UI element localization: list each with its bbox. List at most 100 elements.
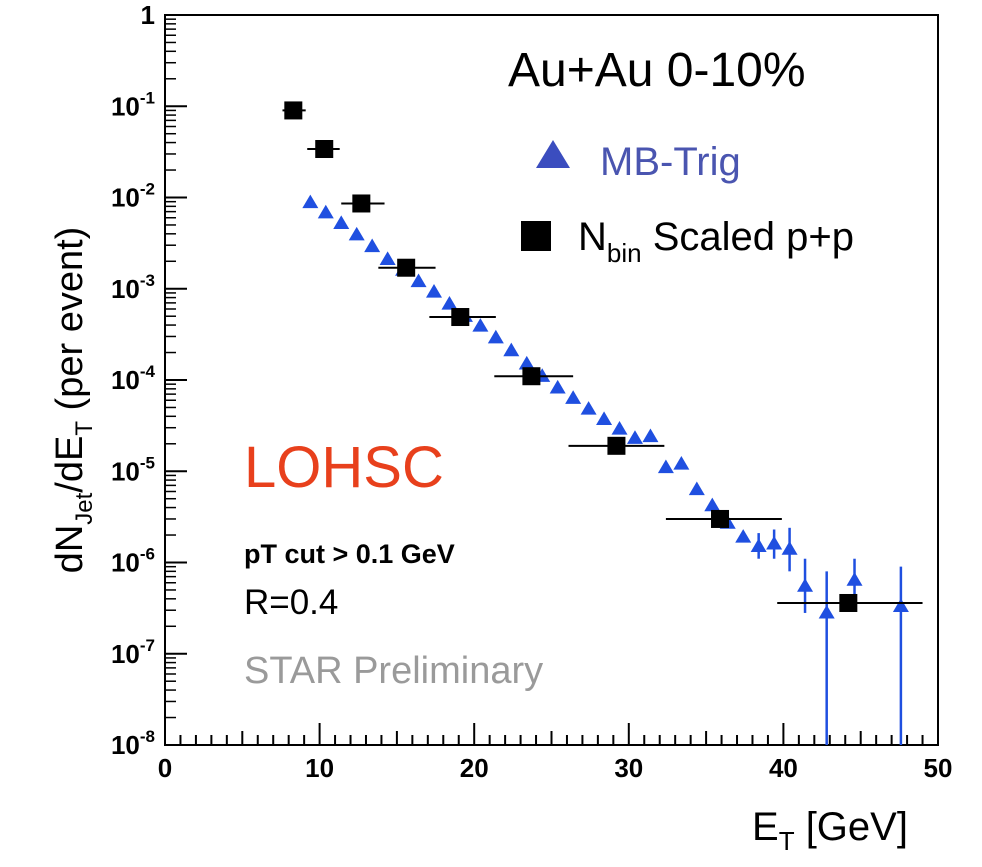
y-tick-exponent: -4 [140,362,156,381]
y-axis-title: dNJet/dET (per event) [49,227,98,574]
mb-trig-point [626,430,643,444]
pp-point [284,101,303,120]
mb-trig-point [379,251,396,265]
mb-trig-point [317,204,334,219]
y-tick-exponent: -1 [140,88,155,107]
x-axis-title-sub: T [779,826,795,856]
pp-point [522,367,541,386]
y-tick-base: 10 [111,730,140,760]
y-axis-title-sub1: Jet [71,492,98,524]
y-tick-label: 10-1 [111,88,155,121]
y-tick-label: 10-4 [111,362,156,395]
pp-point [397,258,416,277]
y-tick-base: 10 [111,548,140,578]
y-tick-base: 10 [111,274,140,304]
pp-point [839,593,858,612]
mb-trig-point [846,572,863,586]
x-tick-label: 20 [460,753,489,783]
mb-trig-point [818,604,835,619]
y-tick-exponent: -7 [140,636,155,655]
mb-trig-point [797,578,814,592]
mb-trig-point [766,535,783,550]
x-axis-title-main: E [752,805,779,849]
mb-trig-point [673,456,690,470]
x-tick-label: 30 [614,753,643,783]
legend-mb-trig-label: MB-Trig [600,140,741,184]
legend-pp-label: Nbin Scaled p+p [578,215,854,268]
radius-label: R=0.4 [244,583,338,622]
mb-trig-point [892,598,909,613]
y-tick-exponent: -3 [140,271,155,290]
legend-pp-sub: bin [607,238,642,268]
y-axis-title-sub2: T [71,421,98,436]
y-tick-label: 10-5 [111,453,155,486]
mb-trig-point [518,355,535,370]
legend-square-marker [521,221,551,251]
lohsc-label: LOHSC [244,435,444,500]
pt-cut-label: pT cut > 0.1 GeV [244,539,455,569]
y-tick-base: 10 [111,183,140,213]
x-tick-label: 50 [924,753,953,783]
pp-point [711,509,730,528]
y-tick-label: 10-2 [111,180,155,213]
mb-trig-point [704,497,721,512]
mb-trig-point [302,194,319,209]
y-tick-exponent: -5 [140,453,155,472]
y-tick-label: 10-3 [111,271,155,304]
mb-trig-point [750,538,767,553]
x-axis-title-rest: [GeV] [795,805,908,849]
mb-trig-point [642,428,659,443]
y-axis-title-d: dN [49,525,91,574]
pp-point [451,308,470,327]
mb-trig-point [657,459,674,474]
mb-trig-point [333,215,350,230]
axes: 0 10 20 30 40 5010-810-710-610-510-410-310-21… [111,0,953,783]
mb-trig-point [410,273,427,288]
mb-trig-point [441,296,458,310]
mb-trig-point [688,481,705,496]
mb-trig-point [580,401,597,415]
y-tick-exponent: -2 [140,180,155,199]
y-tick-base: 10 [111,456,140,486]
plot-frame [164,14,939,746]
star-preliminary-label: STAR Preliminary [244,650,543,692]
mb-trig-point [472,318,489,332]
x-tick-label: 10 [305,753,334,783]
y-tick-exponent: -6 [140,545,155,564]
pp-point [607,436,626,455]
legend-pp-rest: Scaled p+p [642,215,854,259]
mb-trig-point [426,284,443,298]
y-axis-title-mid: /dE [49,436,91,493]
mb-trig-point [549,379,566,394]
x-tick-label: 40 [769,753,798,783]
mb-trig-point [596,411,613,426]
mb-trig-point [348,226,365,241]
y-tick-base: 10 [111,639,140,669]
y-axis-title-rest: (per event) [49,227,91,421]
mb-trig-point [364,238,381,253]
y-tick-base: 1 [141,0,155,30]
y-tick-base: 10 [111,365,140,395]
y-tick-label: 10-8 [111,727,155,760]
x-tick-label: 0 [158,753,172,783]
chart-title: Au+Au 0-10% [508,44,806,97]
y-tick-base: 10 [111,91,140,121]
legend: MB-Trig Nbin Scaled p+p [521,140,854,268]
mb-trig-point [781,541,798,555]
legend-triangle-marker [536,140,570,168]
mb-trig-point [503,342,520,357]
x-axis-title: ET [GeV] [752,805,908,856]
legend-pp-n: N [578,215,607,259]
y-tick-exponent: -8 [140,727,155,746]
y-tick-label: 1 [141,0,155,30]
plot-area [282,101,923,745]
y-tick-label: 10-6 [111,545,155,578]
pp-point [352,194,371,213]
mb-trig-point [565,390,582,404]
y-tick-label: 10-7 [111,636,155,669]
pp-point [315,140,334,159]
mb-trig-point [735,529,752,543]
mb-trig-point [611,421,628,435]
mb-trig-point [487,329,504,344]
